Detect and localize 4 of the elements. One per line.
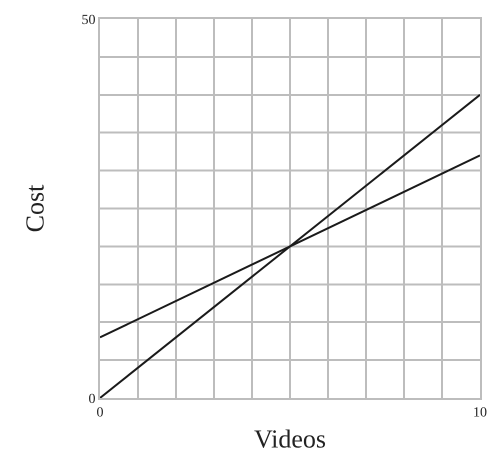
x-axis-title: Videos	[254, 424, 326, 454]
x-tick-label: 10	[473, 406, 487, 421]
y-tick-label: 50	[81, 12, 96, 28]
y-axis-title: Cost	[20, 184, 50, 232]
